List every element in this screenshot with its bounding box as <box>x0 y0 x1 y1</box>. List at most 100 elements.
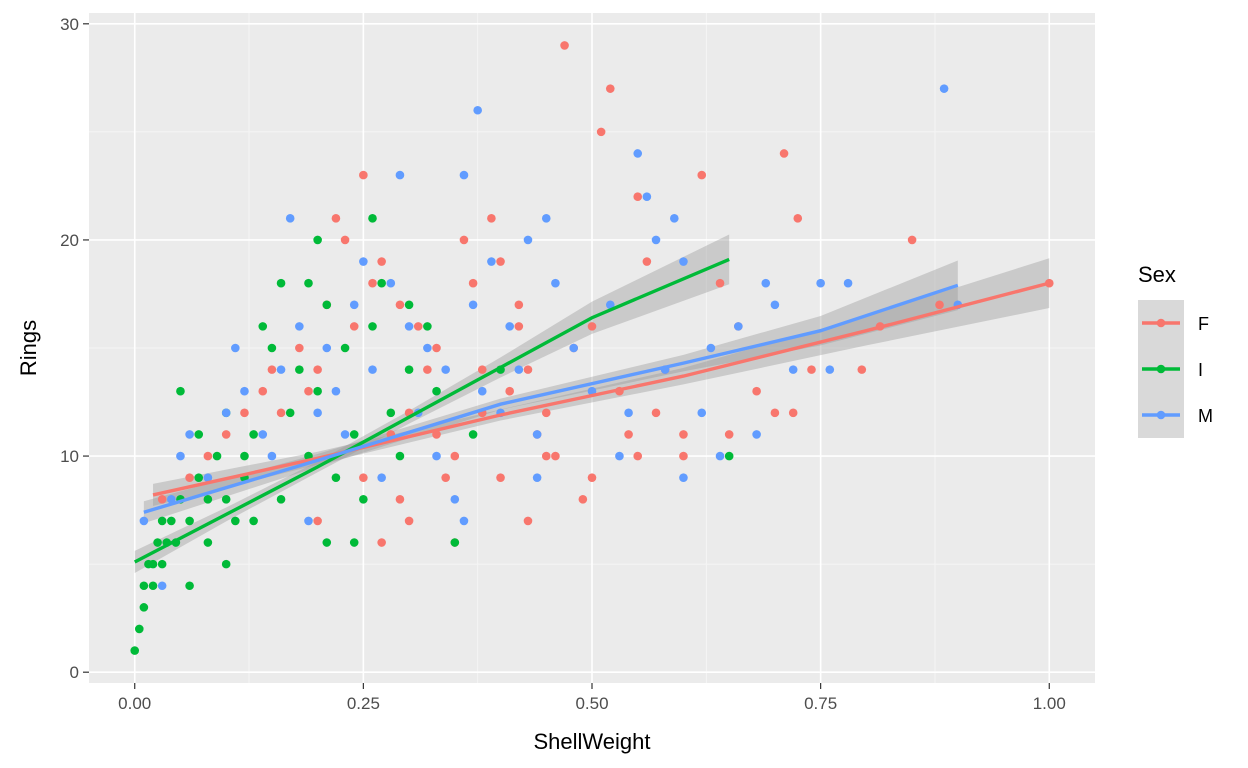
data-point-M <box>468 300 478 310</box>
data-point-F <box>697 170 707 180</box>
data-point-M <box>368 365 377 374</box>
data-point-F <box>331 214 341 223</box>
data-point-F <box>432 343 441 353</box>
data-point-F <box>587 322 597 331</box>
data-point-M <box>715 451 725 461</box>
data-point-F <box>770 408 780 418</box>
data-point-M <box>532 473 542 482</box>
data-point-F <box>651 408 661 418</box>
data-point-M <box>615 451 624 461</box>
data-point-F <box>541 451 551 461</box>
data-point-M <box>505 322 514 331</box>
data-point-F <box>459 235 469 245</box>
y-axis: 0 10 20 30 <box>60 15 89 682</box>
data-point-F <box>313 365 322 374</box>
data-point-I <box>377 278 386 288</box>
data-point-F <box>523 516 533 526</box>
data-point-M <box>349 300 359 310</box>
x-tick-label: 0.50 <box>575 694 608 713</box>
data-point-F <box>295 343 304 353</box>
data-point-I <box>249 516 258 526</box>
y-tick-label: 10 <box>60 447 79 466</box>
data-point-I <box>359 494 368 504</box>
data-point-I <box>157 516 167 526</box>
data-point-F <box>907 235 917 245</box>
data-point-I <box>349 538 359 547</box>
data-point-F <box>560 41 569 50</box>
data-point-F <box>304 386 313 396</box>
data-point-I <box>203 494 213 504</box>
data-point-M <box>304 516 313 526</box>
data-point-M <box>441 365 450 374</box>
data-point-F <box>514 322 524 331</box>
data-point-F <box>349 322 359 331</box>
data-point-F <box>340 235 350 245</box>
legend-title: Sex <box>1138 262 1176 287</box>
data-point-M <box>642 192 652 202</box>
data-point-F <box>578 494 588 504</box>
data-point-I <box>135 624 144 634</box>
data-point-I <box>185 516 194 526</box>
trend-line-I <box>133 257 730 564</box>
data-point-I <box>368 322 377 331</box>
data-point-F <box>587 473 597 482</box>
data-point-I <box>139 581 149 591</box>
data-point-F <box>505 386 514 396</box>
data-point-F <box>788 408 798 418</box>
data-point-I <box>304 278 313 288</box>
data-point-M <box>139 516 149 526</box>
data-point-M <box>633 149 643 158</box>
data-point-F <box>514 300 524 310</box>
data-point-F <box>496 257 505 266</box>
data-point-F <box>359 473 368 482</box>
x-tick-label: 0.25 <box>347 694 380 713</box>
data-point-M <box>276 365 286 374</box>
data-point-I <box>249 430 258 439</box>
data-point-M <box>167 494 176 504</box>
data-point-M <box>752 430 761 439</box>
data-point-M <box>670 214 679 223</box>
data-point-M <box>477 386 487 396</box>
data-point-F <box>679 451 688 461</box>
data-point-I <box>331 473 341 482</box>
data-point-M <box>734 322 743 331</box>
data-point-M <box>551 278 560 288</box>
data-point-F <box>477 365 487 374</box>
data-point-M <box>761 278 771 288</box>
data-point-F <box>313 516 322 526</box>
data-point-M <box>473 105 482 115</box>
data-point-I <box>148 581 158 591</box>
data-point-I <box>322 538 332 547</box>
data-point-M <box>231 343 240 353</box>
data-point-F <box>157 494 167 504</box>
data-point-I <box>148 559 158 569</box>
legend: Sex F I M <box>1138 262 1213 438</box>
data-point-M <box>624 408 633 418</box>
data-point-M <box>404 322 414 331</box>
data-point-M <box>377 473 386 482</box>
y-axis-title: Rings <box>16 320 41 376</box>
y-tick-label: 30 <box>60 15 79 34</box>
data-point-M <box>679 257 688 266</box>
data-point-F <box>807 365 816 374</box>
data-point-F <box>935 300 944 310</box>
data-point-F <box>221 430 231 439</box>
data-point-M <box>432 451 441 461</box>
data-point-M <box>825 365 835 374</box>
data-point-M <box>770 300 780 310</box>
data-point-M <box>514 365 524 374</box>
data-point-I <box>368 214 377 223</box>
data-point-I <box>258 322 268 331</box>
data-point-F <box>605 84 615 93</box>
data-point-M <box>939 84 949 93</box>
data-point-I <box>276 494 286 504</box>
data-point-F <box>276 408 286 418</box>
data-point-M <box>267 451 277 461</box>
legend-label-F: F <box>1198 314 1209 334</box>
data-point-M <box>203 473 213 482</box>
data-point-I <box>267 343 277 353</box>
x-tick-label: 0.00 <box>118 694 151 713</box>
data-point-M <box>240 386 249 396</box>
data-point-M <box>459 170 469 180</box>
data-point-M <box>532 430 542 439</box>
